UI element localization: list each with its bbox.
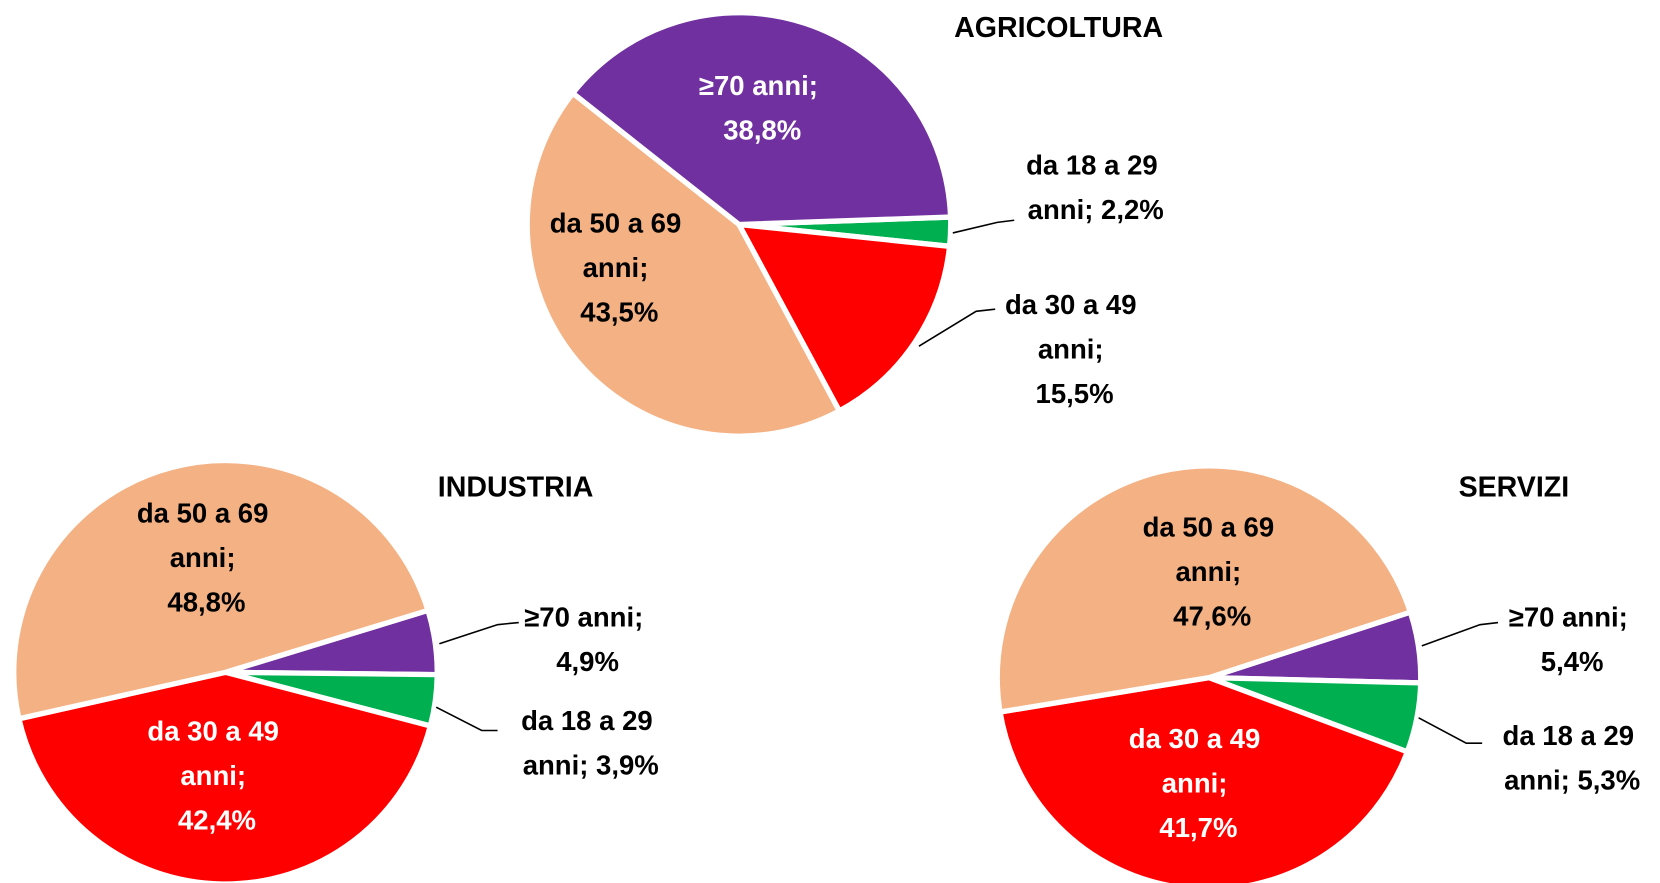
- data-label-line: 42,4%: [178, 805, 256, 836]
- pie-slice: [570, 10, 954, 228]
- pie-slice: [524, 90, 842, 439]
- data-label-line: anni; 5,3%: [1504, 765, 1640, 796]
- data-label-line: da 50 a 69: [137, 498, 276, 529]
- data-label-line: da 30 a 49: [1129, 723, 1268, 754]
- data-label-line: da 50 a 69: [1143, 512, 1282, 543]
- leader-line: [918, 308, 996, 347]
- pie-slice: [11, 457, 431, 722]
- data-label-line: anni;: [170, 542, 243, 573]
- data-label: da 50 a 69 anni; 43,5%: [550, 208, 689, 328]
- data-label: da 18 a 29 anni; 2,2%: [1026, 150, 1165, 225]
- data-label-line: da 30 a 49: [147, 716, 286, 747]
- data-label-line: 43,5%: [580, 297, 658, 328]
- data-label-line: da 30 a 49: [1005, 289, 1144, 320]
- chart-title: AGRICOLTURA: [954, 12, 1163, 44]
- data-label-line: 38,8%: [723, 115, 801, 146]
- data-label-line: 48,8%: [167, 587, 245, 618]
- data-label: ≥70 anni; 38,8%: [699, 70, 826, 145]
- chart-title: INDUSTRIA: [438, 472, 594, 504]
- data-label-line: da 50 a 69: [550, 208, 689, 239]
- data-label-line: anni;: [1175, 556, 1248, 587]
- pie-slice: [16, 669, 433, 883]
- data-label-line: 47,6%: [1173, 601, 1251, 632]
- data-label-line: 15,5%: [1036, 378, 1114, 409]
- pie-slice: [736, 221, 953, 414]
- data-label: da 50 a 69 anni; 47,6%: [1143, 512, 1282, 632]
- data-label-line: anni; 2,2%: [1028, 194, 1164, 225]
- pie-slice: [997, 674, 1410, 883]
- data-label-line: anni;: [583, 252, 656, 283]
- data-label-line: anni;: [1162, 768, 1235, 799]
- data-label-line: ≥70 anni;: [699, 70, 826, 101]
- leader-line: [952, 219, 1015, 234]
- data-label: da 30 a 49 anni; 15,5%: [1005, 289, 1144, 409]
- data-label: da 30 a 49 anni; 42,4%: [147, 716, 286, 836]
- data-label-line: da 18 a 29: [1503, 720, 1642, 751]
- data-label-line: 41,7%: [1159, 812, 1237, 843]
- data-label: ≥70 anni; 4,9%: [524, 602, 651, 677]
- leader-line: [1418, 717, 1483, 745]
- data-label: da 50 a 69 anni; 48,8%: [137, 498, 276, 618]
- leader-line: [435, 706, 498, 732]
- data-label-line: anni;: [180, 760, 253, 791]
- leader-line: [1421, 621, 1499, 647]
- data-label: ≥70 anni; 5,4%: [1509, 602, 1636, 677]
- data-label-line: ≥70 anni;: [524, 602, 651, 633]
- pie-slice: [994, 463, 1414, 715]
- data-label-line: 5,4%: [1541, 646, 1604, 677]
- data-label: da 18 a 29 anni; 5,3%: [1503, 720, 1642, 795]
- data-label-line: ≥70 anni;: [1509, 602, 1636, 633]
- leader-line: [439, 621, 519, 645]
- data-label: da 18 a 29 anni; 3,9%: [521, 705, 660, 780]
- data-label-line: 4,9%: [556, 646, 619, 677]
- data-label: da 30 a 49 anni; 41,7%: [1129, 723, 1268, 843]
- data-label-line: da 18 a 29: [521, 705, 660, 736]
- chart-title: SERVIZI: [1459, 472, 1570, 504]
- data-label-line: anni;: [1038, 334, 1111, 365]
- data-label-line: anni; 3,9%: [523, 750, 659, 781]
- data-label-line: da 18 a 29: [1026, 150, 1165, 181]
